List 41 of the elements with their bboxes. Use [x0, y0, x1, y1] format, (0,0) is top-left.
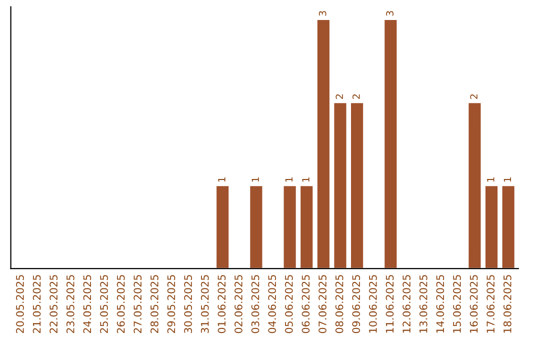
- x-tick-label: 18.06.2025: [503, 275, 512, 333]
- data-label: 3: [386, 11, 394, 16]
- x-tick-label: 03.06.2025: [251, 275, 260, 334]
- x-tick-label: 05.06.2025: [284, 275, 293, 334]
- x-tick-label: 04.06.2025: [268, 275, 276, 334]
- x-tick-label: 17.06.2025: [486, 275, 495, 333]
- x-tick-label: 11.06.2025: [386, 275, 394, 333]
- x-tick-label: 13.06.2025: [419, 275, 428, 333]
- x-tick-label: 28.05.2025: [150, 275, 158, 334]
- x-tick-label: 15.06.2025: [453, 275, 461, 333]
- x-tick-label: 07.06.2025: [318, 275, 326, 334]
- data-label: 1: [487, 177, 494, 182]
- x-tick-label: 02.06.2025: [234, 275, 242, 334]
- x-tick-label: 22.05.2025: [50, 275, 58, 334]
- data-label: 3: [318, 11, 326, 16]
- data-label: 2: [470, 94, 478, 99]
- x-tick-label: 27.05.2025: [134, 275, 142, 334]
- x-tick-label: 24.05.2025: [83, 275, 92, 334]
- x-tick-label: 10.06.2025: [368, 275, 377, 333]
- x-tick-label: 26.05.2025: [116, 275, 125, 334]
- x-tick-label: 29.05.2025: [167, 275, 176, 334]
- x-tick-label: 12.06.2025: [402, 275, 410, 333]
- data-label: 1: [218, 177, 226, 182]
- data-label: 2: [352, 94, 360, 99]
- x-tick-label: 16.06.2025: [470, 275, 478, 333]
- data-label: 1: [302, 177, 310, 182]
- x-tick-label: 25.05.2025: [100, 275, 108, 334]
- data-label: 2: [336, 94, 343, 99]
- x-tick-label: 14.06.2025: [436, 275, 444, 333]
- x-tick-label: 01.06.2025: [218, 275, 226, 334]
- x-tick-label: 21.05.2025: [32, 275, 41, 334]
- x-tick-label: 08.06.2025: [335, 275, 344, 334]
- x-tick-label: 20.05.2025: [16, 275, 24, 334]
- data-label: 1: [504, 177, 511, 182]
- x-tick-label: 09.06.2025: [352, 275, 360, 334]
- x-tick-label: 30.05.2025: [184, 275, 192, 334]
- data-label: 1: [285, 177, 292, 182]
- x-tick-label: 06.06.2025: [302, 275, 310, 334]
- x-tick-label: 31.05.2025: [200, 275, 209, 334]
- data-label: 1: [252, 177, 259, 182]
- x-tick-label: 23.05.2025: [66, 275, 74, 334]
